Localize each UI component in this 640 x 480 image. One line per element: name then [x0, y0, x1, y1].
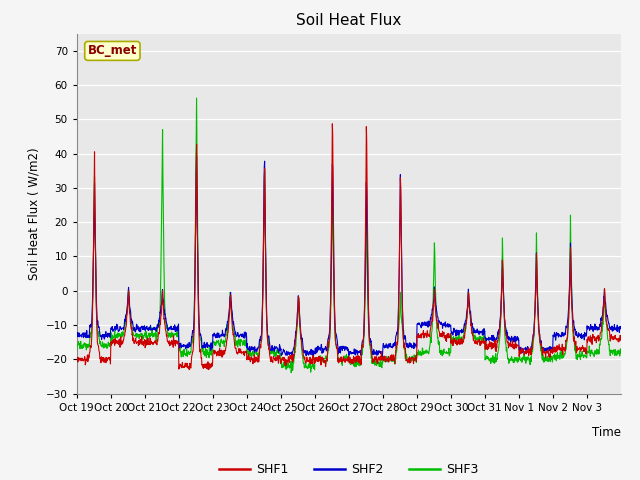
Text: Time: Time [592, 426, 621, 439]
SHF3 [325, 345, 333, 350]
SHF1 [611, 336, 618, 342]
Title: Soil Heat Flux: Soil Heat Flux [296, 13, 401, 28]
SHF3 [611, 350, 618, 356]
SHF1 [204, 367, 212, 372]
SHF1 [73, 356, 81, 361]
SHF2 [557, 334, 565, 340]
SHF2 [324, 336, 332, 342]
SHF3 [477, 337, 485, 343]
SHF2 [158, 297, 166, 303]
SHF1 [477, 338, 485, 344]
SHF1 [328, 121, 336, 127]
SHF3 [557, 348, 565, 353]
SHF3 [158, 192, 166, 197]
Line: SHF1: SHF1 [77, 124, 621, 370]
Legend: SHF1, SHF2, SHF3: SHF1, SHF2, SHF3 [214, 458, 484, 480]
SHF3 [335, 355, 343, 361]
SHF1 [324, 345, 332, 350]
SHF2 [617, 324, 625, 329]
SHF2 [73, 331, 81, 337]
SHF1 [557, 348, 565, 354]
SHF2 [378, 354, 386, 360]
SHF3 [73, 348, 81, 353]
SHF2 [611, 322, 618, 327]
SHF3 [287, 370, 295, 375]
SHF1 [158, 301, 166, 307]
SHF1 [335, 357, 343, 362]
SHF3 [617, 350, 625, 356]
Text: BC_met: BC_met [88, 44, 137, 58]
SHF1 [617, 337, 625, 343]
Line: SHF3: SHF3 [77, 98, 621, 372]
SHF2 [477, 329, 485, 335]
Y-axis label: Soil Heat Flux ( W/m2): Soil Heat Flux ( W/m2) [28, 147, 40, 280]
SHF3 [193, 95, 200, 101]
SHF2 [335, 346, 342, 351]
SHF2 [193, 154, 200, 160]
Line: SHF2: SHF2 [77, 157, 621, 357]
